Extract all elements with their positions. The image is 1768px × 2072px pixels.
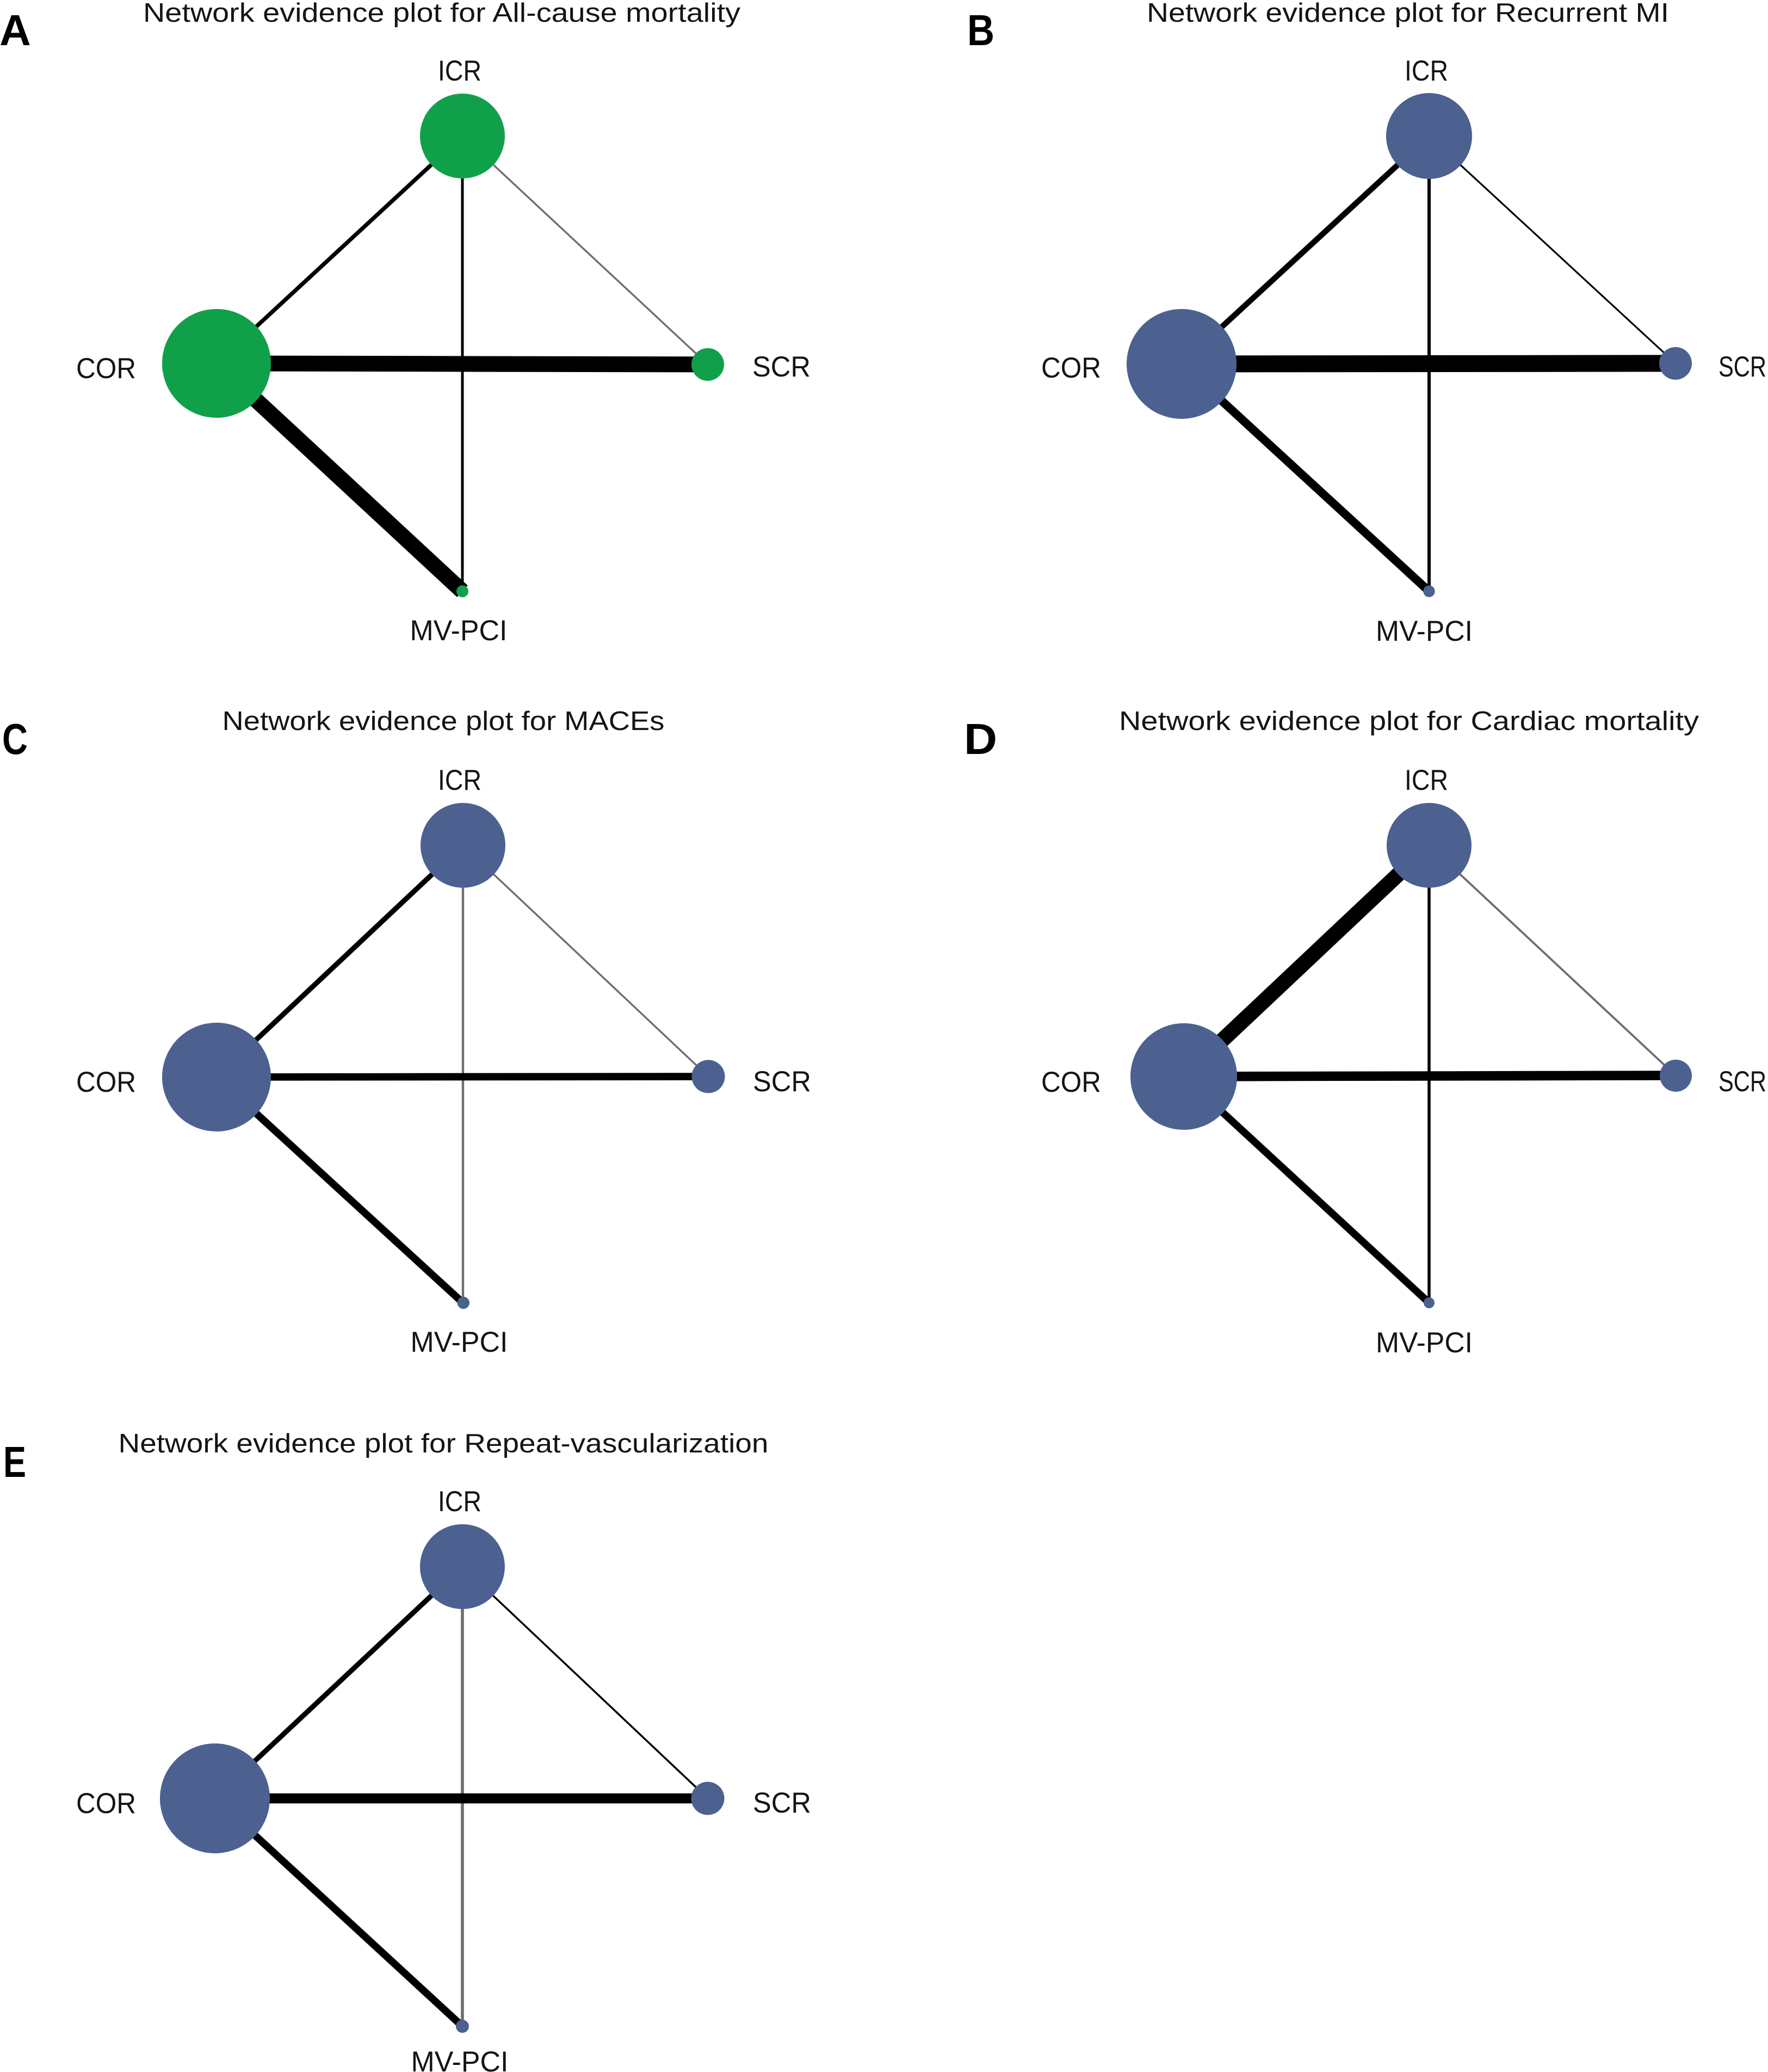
svg-text:COR: COR xyxy=(76,352,136,385)
svg-text:MV-PCI: MV-PCI xyxy=(411,1326,508,1358)
svg-text:Network evidence plot for MACE: Network evidence plot for MACEs xyxy=(222,706,665,736)
svg-text:COR: COR xyxy=(1041,1066,1101,1098)
svg-text:COR: COR xyxy=(1041,352,1101,384)
svg-text:Network evidence plot for Card: Network evidence plot for Cardiac mortal… xyxy=(1119,706,1699,736)
svg-text:A: A xyxy=(0,6,31,54)
svg-text:SCR: SCR xyxy=(752,351,811,383)
svg-text:ICR: ICR xyxy=(438,55,481,87)
svg-text:ICR: ICR xyxy=(438,764,481,796)
svg-text:SCR: SCR xyxy=(753,1066,811,1098)
svg-text:Network evidence plot for Recu: Network evidence plot for Recurrent MI xyxy=(1147,0,1669,28)
svg-text:C: C xyxy=(2,715,28,763)
svg-text:SCR: SCR xyxy=(1718,1066,1766,1098)
svg-text:E: E xyxy=(3,1438,26,1486)
svg-text:ICR: ICR xyxy=(1405,55,1448,87)
svg-text:Network evidence plot for All-: Network evidence plot for All-cause mort… xyxy=(143,0,740,28)
svg-text:SCR: SCR xyxy=(1718,351,1766,383)
svg-text:MV-PCI: MV-PCI xyxy=(1376,615,1473,647)
svg-text:ICR: ICR xyxy=(1405,764,1448,796)
svg-text:COR: COR xyxy=(76,1788,136,1820)
svg-text:MV-PCI: MV-PCI xyxy=(1376,1327,1473,1359)
svg-text:D: D xyxy=(964,715,997,763)
svg-text:COR: COR xyxy=(76,1066,136,1098)
svg-text:SCR: SCR xyxy=(753,1787,811,1819)
svg-text:B: B xyxy=(967,6,994,54)
svg-text:ICR: ICR xyxy=(438,1486,481,1518)
svg-text:MV-PCI: MV-PCI xyxy=(410,615,508,647)
svg-text:MV-PCI: MV-PCI xyxy=(411,2046,509,2072)
svg-text:Network evidence plot for Repe: Network evidence plot for Repeat-vascula… xyxy=(119,1428,769,1458)
